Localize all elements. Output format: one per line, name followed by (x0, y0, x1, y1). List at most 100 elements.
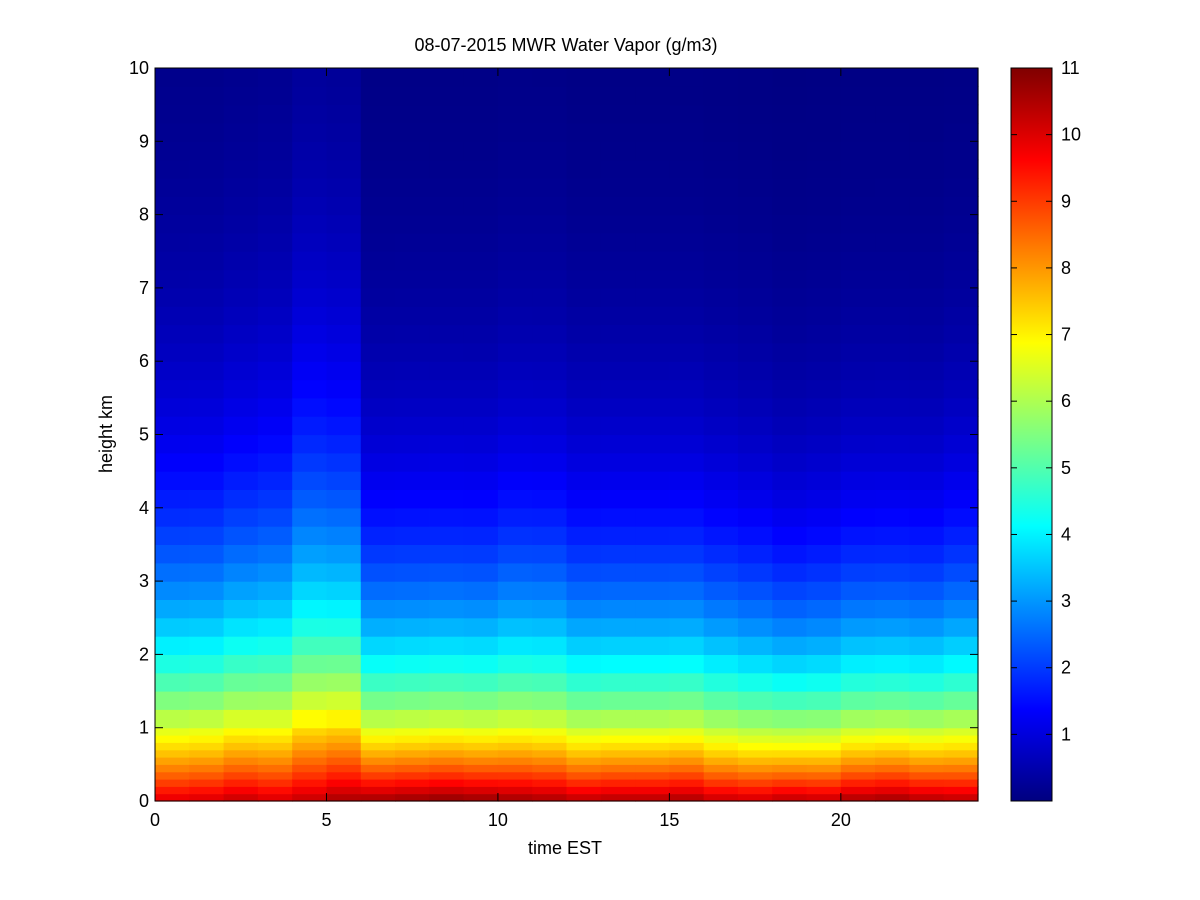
heatmap-cell (635, 793, 670, 802)
heatmap-cell (155, 749, 190, 758)
heatmap-cell (360, 86, 396, 106)
heatmap-cell (703, 232, 739, 252)
heatmap-cell (909, 196, 945, 216)
heatmap-cell (566, 232, 602, 252)
heatmap-cell (292, 104, 328, 124)
heatmap-cell (257, 672, 293, 692)
heatmap-cell (223, 544, 259, 564)
heatmap-cell (292, 709, 328, 729)
heatmap-cell (703, 214, 739, 234)
heatmap-cell (738, 526, 773, 545)
heatmap-cell (840, 757, 876, 765)
heatmap-cell (497, 141, 533, 161)
heatmap-cell (703, 416, 739, 436)
heatmap-cell (257, 742, 293, 751)
heatmap-cell (223, 379, 259, 399)
heatmap-cell (395, 779, 430, 787)
heatmap-cell (566, 379, 602, 399)
heatmap-cell (806, 361, 842, 381)
heatmap-cell (703, 735, 739, 743)
heatmap-cell (395, 771, 430, 780)
heatmap-cell (257, 397, 293, 417)
heatmap-cell (806, 786, 842, 795)
heatmap-cell (875, 779, 910, 787)
heatmap-cell (326, 599, 362, 619)
heatmap-cell (360, 379, 396, 399)
heatmap-cell (669, 287, 705, 307)
heatmap-cell (395, 123, 430, 142)
heatmap-cell (600, 232, 636, 252)
heatmap-cell (326, 691, 362, 710)
heatmap-cell (155, 123, 190, 142)
heatmap-cell (292, 141, 328, 161)
heatmap-cell (155, 324, 190, 344)
heatmap-cell (703, 196, 739, 216)
heatmap-cell (738, 379, 773, 399)
heatmap-cell (703, 159, 739, 179)
heatmap-cell (532, 764, 568, 773)
heatmap-cell (909, 599, 945, 619)
heatmap-cell (223, 489, 259, 509)
heatmap-cell (532, 86, 568, 106)
heatmap-cell (223, 507, 259, 527)
heatmap-cell (738, 269, 773, 289)
heatmap-cell (738, 727, 773, 736)
heatmap-cell (909, 104, 945, 124)
heatmap-cell (806, 287, 842, 307)
heatmap-cell (635, 324, 670, 344)
heatmap-cell (909, 397, 945, 417)
heatmap-cell (360, 416, 396, 436)
heatmap-cell (463, 507, 499, 527)
heatmap-cell (463, 416, 499, 436)
heatmap-cell (909, 617, 945, 637)
heatmap-cell (223, 141, 259, 161)
heatmap-cell (738, 672, 773, 692)
heatmap-cell (806, 489, 842, 509)
heatmap-cell (566, 397, 602, 417)
heatmap-cell (772, 749, 808, 758)
y-tick-label: 0 (139, 791, 149, 811)
heatmap-cell (772, 379, 808, 399)
heatmap-cell (738, 324, 773, 344)
y-tick-label: 9 (139, 131, 149, 151)
heatmap-cell (875, 735, 910, 743)
heatmap-cell (429, 727, 465, 736)
heatmap-cell (395, 232, 430, 252)
heatmap-cell (669, 416, 705, 436)
heatmap-cell (532, 471, 568, 490)
heatmap-cell (257, 324, 293, 344)
heatmap-cell (840, 471, 876, 490)
heatmap-cell (326, 342, 362, 362)
heatmap-cell (669, 471, 705, 490)
heatmap-cell (360, 771, 396, 780)
heatmap-cell (155, 779, 190, 787)
heatmap-cell (360, 507, 396, 527)
heatmap-cell (635, 434, 670, 454)
heatmap-cell (875, 599, 910, 619)
heatmap-cell (532, 68, 568, 87)
heatmap-cell (326, 306, 362, 326)
heatmap-cell (429, 771, 465, 780)
heatmap-cell (600, 507, 636, 527)
heatmap-cell (566, 636, 602, 655)
heatmap-cell (326, 562, 362, 582)
heatmap-cell (772, 757, 808, 765)
heatmap-cell (223, 68, 259, 87)
heatmap-cell (772, 727, 808, 736)
heatmap-cell (738, 452, 773, 472)
heatmap-cell (257, 526, 293, 545)
heatmap-cell (875, 489, 910, 509)
heatmap-cell (943, 269, 979, 289)
heatmap-cell (943, 749, 979, 758)
heatmap-cell (155, 544, 190, 564)
heatmap-cell (600, 727, 636, 736)
heatmap-cell (840, 636, 876, 655)
heatmap-cell (909, 269, 945, 289)
heatmap-cell (600, 672, 636, 692)
heatmap-cell (635, 141, 670, 161)
heatmap-cell (635, 379, 670, 399)
heatmap-cell (497, 691, 533, 710)
y-tick-label: 7 (139, 278, 149, 298)
heatmap-cell (669, 232, 705, 252)
heatmap-cell (806, 141, 842, 161)
